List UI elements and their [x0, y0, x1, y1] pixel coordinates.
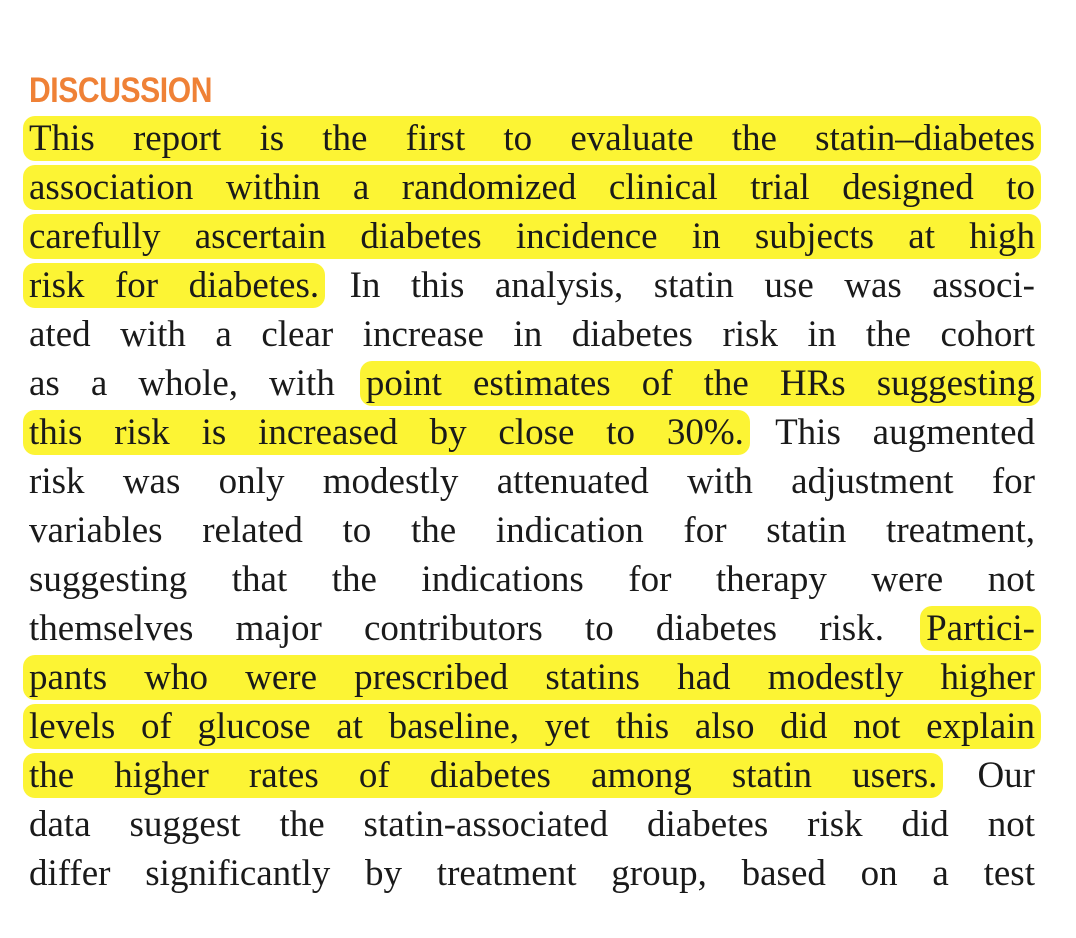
highlighted-text: the higher rates of diabetes among stati…	[23, 753, 944, 798]
plain-text: as a whole, with	[29, 363, 366, 404]
highlighted-text: carefully ascertain diabetes incidence i…	[23, 214, 1041, 259]
plain-text: differ significantly by treatment group,…	[29, 853, 1035, 894]
plain-text: suggesting that the indications for ther…	[29, 559, 1035, 600]
plain-text: In this analysis, statin use was associ-	[319, 265, 1035, 306]
text-line: as a whole, with point estimates of the …	[29, 359, 1041, 408]
text-line: pants who were prescribed statins had mo…	[23, 653, 1041, 702]
document-page: DISCUSSION This report is the first to e…	[23, 68, 1041, 898]
text-line: this risk is increased by close to 30%. …	[23, 408, 1035, 457]
highlighted-text: this risk is increased by close to 30%.	[23, 410, 750, 455]
plain-text: This augmented	[743, 412, 1035, 453]
highlighted-text: point estimates of the HRs suggesting	[359, 361, 1041, 406]
text-line: suggesting that the indications for ther…	[29, 555, 1035, 604]
discussion-paragraph: This report is the first to evaluate the…	[23, 114, 1041, 898]
plain-text: risk was only modestly attenuated with a…	[29, 461, 1035, 502]
text-line: levels of glucose at baseline, yet this …	[23, 702, 1041, 751]
highlighted-text: levels of glucose at baseline, yet this …	[23, 704, 1041, 749]
highlighted-text: Partici-	[920, 606, 1041, 651]
plain-text: themselves major contributors to diabete…	[29, 608, 927, 649]
plain-text: variables related to the indication for …	[29, 510, 1035, 551]
text-line: variables related to the indication for …	[29, 506, 1035, 555]
highlighted-text: pants who were prescribed statins had mo…	[23, 655, 1041, 700]
plain-text: ated with a clear increase in diabetes r…	[29, 314, 1035, 355]
text-line: carefully ascertain diabetes incidence i…	[23, 212, 1041, 261]
highlighted-text: This report is the first to evaluate the…	[23, 116, 1041, 161]
text-line: ated with a clear increase in diabetes r…	[29, 310, 1035, 359]
text-line: risk for diabetes. In this analysis, sta…	[23, 261, 1035, 310]
text-line: data suggest the statin-associated diabe…	[29, 800, 1035, 849]
section-heading: DISCUSSION	[29, 71, 213, 110]
highlighted-text: association within a randomized clinical…	[23, 165, 1041, 210]
text-line: association within a randomized clinical…	[23, 163, 1041, 212]
text-line: the higher rates of diabetes among stati…	[23, 751, 1035, 800]
text-line: themselves major contributors to diabete…	[29, 604, 1041, 653]
highlighted-text: risk for diabetes.	[23, 263, 326, 308]
text-line: risk was only modestly attenuated with a…	[29, 457, 1035, 506]
plain-text: data suggest the statin-associated diabe…	[29, 804, 1035, 845]
text-line: This report is the first to evaluate the…	[23, 114, 1041, 163]
text-line: differ significantly by treatment group,…	[29, 849, 1035, 898]
plain-text: Our	[937, 755, 1035, 796]
